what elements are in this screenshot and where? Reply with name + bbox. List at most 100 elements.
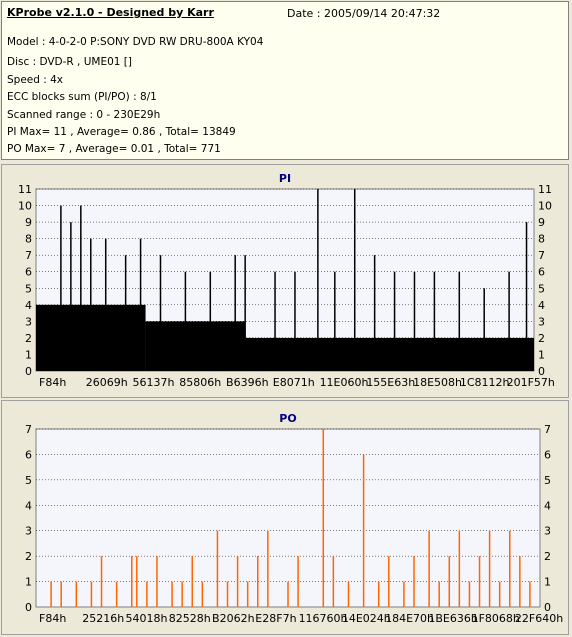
pi-bar — [80, 205, 82, 371]
x-tick-label: E28F7h — [255, 612, 296, 625]
y-tick-left: 1 — [25, 348, 32, 361]
pi-bar — [124, 255, 127, 371]
x-tick-label: 85806h — [179, 376, 221, 389]
po-bar — [519, 556, 521, 607]
pi-bar — [60, 205, 62, 371]
po-bar — [438, 581, 440, 607]
pi-baseline-bar — [245, 337, 534, 371]
pi-bar — [433, 271, 436, 371]
y-tick-right: 2 — [538, 332, 545, 345]
x-tick-label: 1BE636h — [428, 612, 477, 625]
x-tick-label: 1F8068h — [472, 612, 520, 625]
pi-bar — [234, 255, 236, 371]
po-bar — [498, 581, 501, 607]
y-tick-right: 4 — [544, 499, 551, 512]
pi-bar — [139, 238, 142, 371]
x-tick-label: 25216h — [82, 612, 124, 625]
y-tick-right: 2 — [544, 550, 551, 563]
y-tick-left: 1 — [25, 576, 32, 589]
po-bar — [413, 556, 415, 607]
y-tick-left: 11 — [18, 183, 32, 196]
po-bar — [377, 581, 380, 607]
po-bar — [468, 581, 471, 607]
pi-bar — [159, 255, 162, 371]
po-bar — [529, 581, 531, 607]
po-bar — [100, 556, 103, 607]
po-bar — [347, 581, 350, 607]
pi-bar — [294, 271, 296, 371]
pi-baseline-bar — [145, 321, 246, 371]
po-bar — [146, 581, 148, 607]
app-title: KProbe v2.1.0 - Designed by Karr — [7, 6, 214, 19]
y-tick-right: 0 — [538, 365, 545, 378]
po-bar — [403, 581, 405, 607]
po-bar — [428, 530, 430, 607]
y-tick-right: 3 — [538, 315, 545, 328]
x-tick-label: 26069h — [86, 376, 128, 389]
po-bar — [509, 530, 511, 607]
pi-chart-panel: 0 0 1 1 2 2 3 3 4 4 5 5 6 6 7 7 8 8 9 9 10 10 11 11 PI F84h 26069h… — [1, 164, 569, 398]
po-bar — [226, 581, 229, 607]
y-tick-left: 7 — [25, 249, 32, 262]
po-bar — [75, 581, 78, 607]
y-tick-left: 6 — [25, 266, 32, 279]
po-bar — [50, 581, 52, 607]
po-bar — [115, 581, 118, 607]
y-tick-left: 4 — [25, 499, 32, 512]
po-bar — [181, 581, 183, 607]
po-bar — [388, 556, 390, 607]
plot-area — [35, 428, 541, 608]
po-bar — [257, 556, 259, 607]
po-bar — [297, 556, 299, 607]
y-tick-left: 0 — [25, 365, 32, 378]
y-tick-left: 4 — [25, 299, 32, 312]
po-bar — [131, 556, 133, 607]
y-tick-right: 7 — [544, 423, 551, 436]
ecc-line: ECC blocks sum (PI/PO) : 8/1 — [7, 91, 157, 103]
po-bar — [156, 556, 158, 607]
po-bar — [201, 581, 204, 607]
y-tick-right: 7 — [538, 249, 545, 262]
y-tick-left: 0 — [25, 601, 32, 614]
pi-bar — [393, 271, 396, 371]
pi-bar — [413, 271, 416, 371]
po-bar — [216, 530, 219, 607]
po-bar — [488, 530, 491, 607]
x-tick-label: 56137h — [133, 376, 175, 389]
y-tick-left: 8 — [25, 233, 32, 246]
y-tick-right: 8 — [538, 233, 545, 246]
pi-bar — [353, 189, 356, 371]
y-tick-right: 5 — [544, 474, 551, 487]
x-tick-label: 54018h — [126, 612, 168, 625]
chart-title: PI — [279, 172, 291, 185]
x-tick-label: 82528h — [169, 612, 211, 625]
info-panel: KProbe v2.1.0 - Designed by Karr Date : … — [1, 1, 569, 160]
po-summary-line: PO Max= 7 , Average= 0.01 , Total= 771 — [7, 143, 221, 155]
x-tick-label: 18E508h — [413, 376, 462, 389]
po-bar — [90, 581, 93, 607]
po-bar — [448, 556, 451, 607]
po-bar — [287, 581, 289, 607]
pi-bar — [373, 255, 376, 371]
y-tick-right: 1 — [538, 348, 545, 361]
x-tick-label: 184E70h — [385, 612, 434, 625]
y-tick-left: 5 — [25, 282, 32, 295]
po-bar — [136, 556, 138, 607]
range-line: Scanned range : 0 - 230E29h — [7, 109, 161, 121]
po-bar — [246, 581, 249, 607]
pi-bar — [209, 271, 212, 371]
x-tick-label: 11E060h — [320, 376, 369, 389]
pi-bar — [334, 271, 336, 371]
speed-line: Speed : 4x — [7, 74, 64, 86]
po-bar — [332, 556, 335, 607]
y-tick-right: 4 — [538, 299, 545, 312]
chart-title: PO — [279, 412, 296, 425]
x-tick-label: 1C8112h — [460, 376, 510, 389]
x-tick-label: F84h — [39, 612, 66, 625]
y-tick-right: 6 — [538, 266, 545, 279]
po-bar — [267, 530, 269, 607]
pi-bar — [70, 222, 72, 371]
pi-bar — [317, 189, 319, 371]
y-tick-left: 7 — [25, 423, 32, 436]
